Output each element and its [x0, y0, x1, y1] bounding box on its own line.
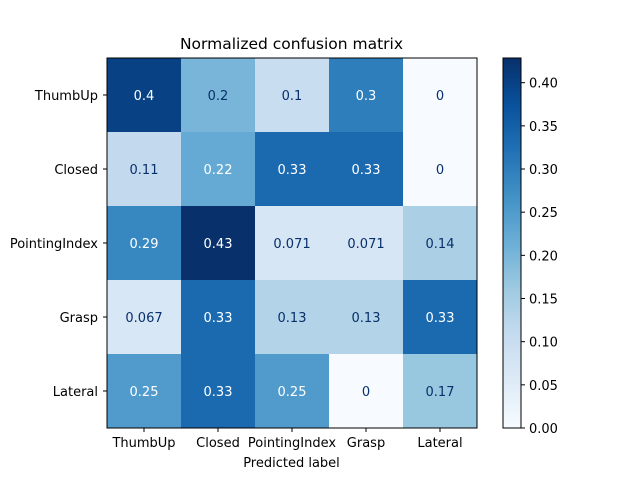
- colorbar-tick-label: 0.10: [529, 336, 558, 351]
- heatmap-cell: [107, 354, 181, 428]
- colorbar-tick-label: 0.30: [529, 163, 558, 178]
- heatmap-cell: [181, 58, 255, 132]
- cell-value-label: 0.1: [282, 89, 303, 104]
- cell-value-label: 0: [436, 89, 444, 104]
- cell-value-label: 0.33: [204, 311, 233, 326]
- cell-value-label: 0.22: [204, 163, 233, 178]
- y-axis-ticks: ThumbUp Closed PointingIndex Grasp Lateral: [10, 89, 107, 400]
- heatmap-cell: [329, 354, 403, 428]
- y-tick-label: Lateral: [53, 385, 98, 400]
- x-tick-label: Grasp: [347, 436, 385, 451]
- x-tick-label: ThumbUp: [111, 436, 175, 451]
- cell-value-label: 0.13: [352, 311, 381, 326]
- chart-title: Normalized confusion matrix: [180, 35, 403, 53]
- heatmap-cell: [403, 132, 477, 206]
- heatmap-cell: [329, 58, 403, 132]
- heatmap-cell: [255, 280, 329, 354]
- colorbar-tick-label: 0.40: [529, 77, 558, 92]
- cell-value-label: 0.071: [347, 237, 384, 252]
- colorbar-tick-label: 0.25: [529, 206, 558, 221]
- heatmap-cell: [403, 58, 477, 132]
- heatmap-cell: [107, 280, 181, 354]
- colorbar-tick-label: 0.35: [529, 120, 558, 135]
- cell-value-label: 0.33: [278, 163, 307, 178]
- heatmap-cell: [181, 280, 255, 354]
- heatmap-cells: 0.4 0.2 0.1 0.3 0 0.11 0.22 0.33 0.33 0 0.29 0.43 0.…: [106, 57, 478, 429]
- cell-value-label: 0.071: [273, 237, 310, 252]
- cell-value-label: 0.2: [208, 89, 229, 104]
- cell-value-label: 0.33: [426, 311, 455, 326]
- x-tick-label: PointingIndex: [248, 436, 336, 451]
- x-axis-label: Predicted label: [243, 456, 340, 471]
- heatmap-cell: [107, 206, 181, 280]
- heatmap-cell: [329, 206, 403, 280]
- x-tick-label: Closed: [196, 436, 240, 451]
- heatmap-cell: [255, 58, 329, 132]
- colorbar-tick-label: 0.05: [529, 379, 558, 394]
- heatmap-cell: [403, 206, 477, 280]
- heatmap-cell: [255, 354, 329, 428]
- y-tick-label: Grasp: [60, 311, 98, 326]
- heatmap-cell: [181, 354, 255, 428]
- cell-value-label: 0.13: [278, 311, 307, 326]
- colorbar-tick-label: 0.00: [529, 422, 558, 437]
- heatmap-cell: [107, 58, 181, 132]
- heatmap-cell: [329, 132, 403, 206]
- cell-value-label: 0.43: [204, 237, 233, 252]
- heatmap-cell: [403, 354, 477, 428]
- cell-value-label: 0: [436, 163, 444, 178]
- heatmap-cell: [107, 132, 181, 206]
- cell-value-label: 0.33: [204, 385, 233, 400]
- cell-value-label: 0.25: [130, 385, 159, 400]
- x-tick-label: Lateral: [417, 436, 462, 451]
- y-tick-label: ThumbUp: [34, 89, 98, 104]
- y-tick-label: Closed: [54, 163, 98, 178]
- cell-value-label: 0.3: [356, 89, 377, 104]
- cell-value-label: 0.25: [278, 385, 307, 400]
- cell-value-label: 0.11: [130, 163, 159, 178]
- heatmap-cell: [403, 280, 477, 354]
- x-axis-ticks: ThumbUp Closed PointingIndex Grasp Lateral: [111, 428, 463, 451]
- heatmap-cell: [255, 206, 329, 280]
- cell-value-label: 0: [362, 385, 370, 400]
- y-tick-label: PointingIndex: [10, 237, 98, 252]
- heatmap-cell: [255, 132, 329, 206]
- cell-value-label: 0.4: [134, 89, 155, 104]
- cell-value-label: 0.17: [426, 385, 455, 400]
- heatmap-cell: [181, 206, 255, 280]
- heatmap-cell: [329, 280, 403, 354]
- cell-value-label: 0.29: [130, 237, 159, 252]
- colorbar-gradient: [502, 57, 522, 429]
- cell-value-label: 0.14: [426, 237, 455, 252]
- cell-value-label: 0.33: [352, 163, 381, 178]
- colorbar: 0.00 0.05 0.10 0.15 0.20 0.25 0.30 0.35 0.40: [502, 57, 558, 437]
- colorbar-tick-label: 0.20: [529, 249, 558, 264]
- heatmap-cell: [181, 132, 255, 206]
- colorbar-tick-label: 0.15: [529, 293, 558, 308]
- cell-value-label: 0.067: [125, 311, 162, 326]
